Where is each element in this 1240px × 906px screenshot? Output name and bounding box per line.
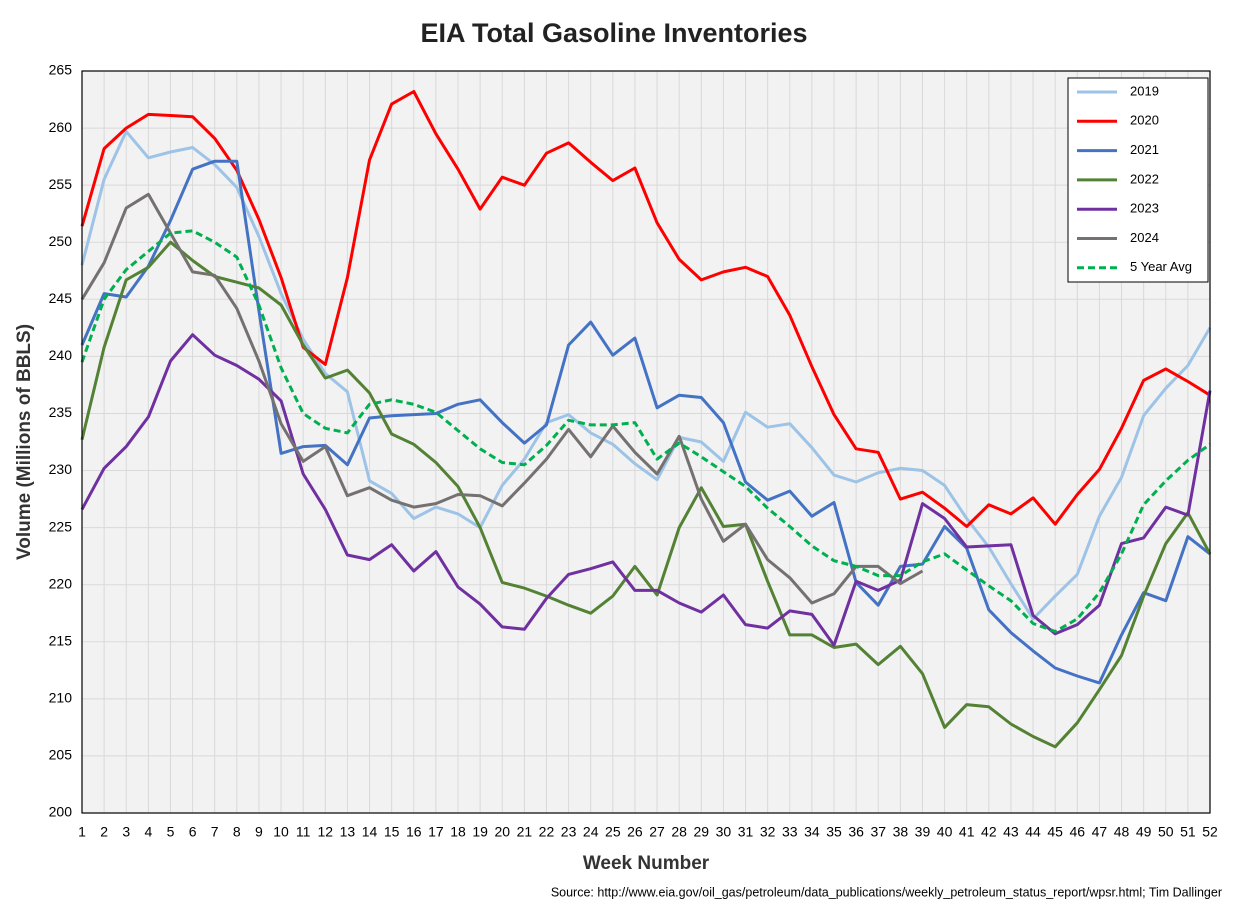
series-line: [80, 192, 924, 605]
x-tick-label: 24: [583, 824, 599, 840]
x-tick-label: 17: [428, 824, 444, 840]
x-tick-label: 9: [255, 824, 263, 840]
x-axis-label: Week Number: [583, 853, 710, 874]
x-tick-label: 40: [937, 824, 953, 840]
y-tick-label: 265: [49, 62, 73, 78]
y-tick-label: 215: [49, 632, 73, 648]
x-tick-label: 6: [189, 824, 197, 840]
x-tick-label: 51: [1180, 824, 1196, 840]
x-tick-label: 39: [915, 824, 931, 840]
x-tick-label: 14: [362, 824, 378, 840]
x-tick-label: 52: [1202, 824, 1218, 840]
grid: [81, 70, 1211, 814]
y-tick-label: 210: [49, 690, 73, 706]
x-tick-label: 50: [1158, 824, 1174, 840]
y-tick-label: 245: [49, 290, 73, 306]
x-tick-label: 29: [694, 824, 710, 840]
x-tick-label: 35: [826, 824, 842, 840]
y-tick-label: 240: [49, 347, 73, 363]
x-tick-label: 18: [450, 824, 466, 840]
x-tick-label: 25: [605, 824, 621, 840]
series-line: [80, 90, 1211, 528]
x-tick-label: 31: [738, 824, 754, 840]
x-tick-label: 1: [78, 824, 86, 840]
x-tick-label: 30: [716, 824, 732, 840]
x-tick-label: 28: [671, 824, 687, 840]
x-tick-label: 41: [959, 824, 975, 840]
legend-label: 2020: [1130, 113, 1159, 128]
x-tick-label: 15: [384, 824, 400, 840]
legend-label: 2024: [1130, 230, 1159, 245]
source-note: Source: http://www.eia.gov/oil_gas/petro…: [551, 885, 1222, 899]
legend-label: 5 Year Avg: [1130, 259, 1192, 274]
series-line: [80, 159, 1211, 685]
x-tick-label: 7: [211, 824, 219, 840]
x-tick-label: 2: [100, 824, 108, 840]
x-tick-label: 4: [144, 824, 152, 840]
x-tick-label: 46: [1070, 824, 1086, 840]
legend-label: 2021: [1130, 142, 1159, 157]
chart-title: EIA Total Gasoline Inventories: [420, 18, 807, 48]
x-tick-label: 42: [981, 824, 997, 840]
x-tick-label: 26: [627, 824, 643, 840]
x-tick-label: 27: [649, 824, 665, 840]
y-tick-label: 220: [49, 575, 73, 591]
x-tick-label: 8: [233, 824, 241, 840]
x-tick-label: 19: [472, 824, 488, 840]
legend: 2019 2020 2021 2022 2023 2024 5 Year Avg: [1067, 77, 1209, 283]
x-tick-label: 43: [1003, 824, 1019, 840]
x-tick-label: 5: [167, 824, 175, 840]
x-tick-label: 48: [1114, 824, 1130, 840]
x-tick-label: 11: [296, 824, 311, 840]
x-tick-label: 33: [782, 824, 798, 840]
x-tick-label: 20: [494, 824, 510, 840]
x-tick-label: 34: [804, 824, 820, 840]
x-tick-label: 23: [561, 824, 577, 840]
y-tick-label: 250: [49, 233, 73, 249]
x-tick-label: 49: [1136, 824, 1152, 840]
y-tick-label: 225: [49, 518, 73, 534]
y-tick-label: 205: [49, 747, 73, 763]
x-tick-label: 12: [318, 824, 334, 840]
x-tick-label: 37: [870, 824, 886, 840]
x-tick-label: 38: [893, 824, 909, 840]
y-tick-label: 260: [49, 119, 73, 135]
y-tick-label: 235: [49, 404, 73, 420]
series-line: [80, 240, 1212, 749]
legend-label: 2022: [1130, 171, 1159, 186]
x-tick-label: 10: [273, 824, 289, 840]
x-tick-label: 16: [406, 824, 422, 840]
legend-label: 2023: [1130, 201, 1159, 216]
lines: [80, 90, 1212, 749]
x-tick-label: 3: [122, 824, 130, 840]
y-tick-label: 230: [49, 461, 73, 477]
y-tick-label: 200: [49, 804, 73, 820]
x-tick-label: 45: [1047, 824, 1063, 840]
series-line: [80, 229, 1211, 633]
x-tick-label: 44: [1025, 824, 1041, 840]
x-tick-label: 21: [517, 824, 533, 840]
series-line: [80, 130, 1212, 621]
plot-border: [81, 70, 1211, 814]
x-tick-label: 32: [760, 824, 776, 840]
y-axis-label: Volume (Millions of BBLS): [14, 324, 35, 560]
x-tick-label: 13: [340, 824, 356, 840]
x-tick-label: 22: [539, 824, 555, 840]
x-tick-label: 36: [848, 824, 864, 840]
legend-label: 2019: [1130, 83, 1159, 98]
x-tick-label: 47: [1092, 824, 1108, 840]
y-tick-label: 255: [49, 176, 73, 192]
